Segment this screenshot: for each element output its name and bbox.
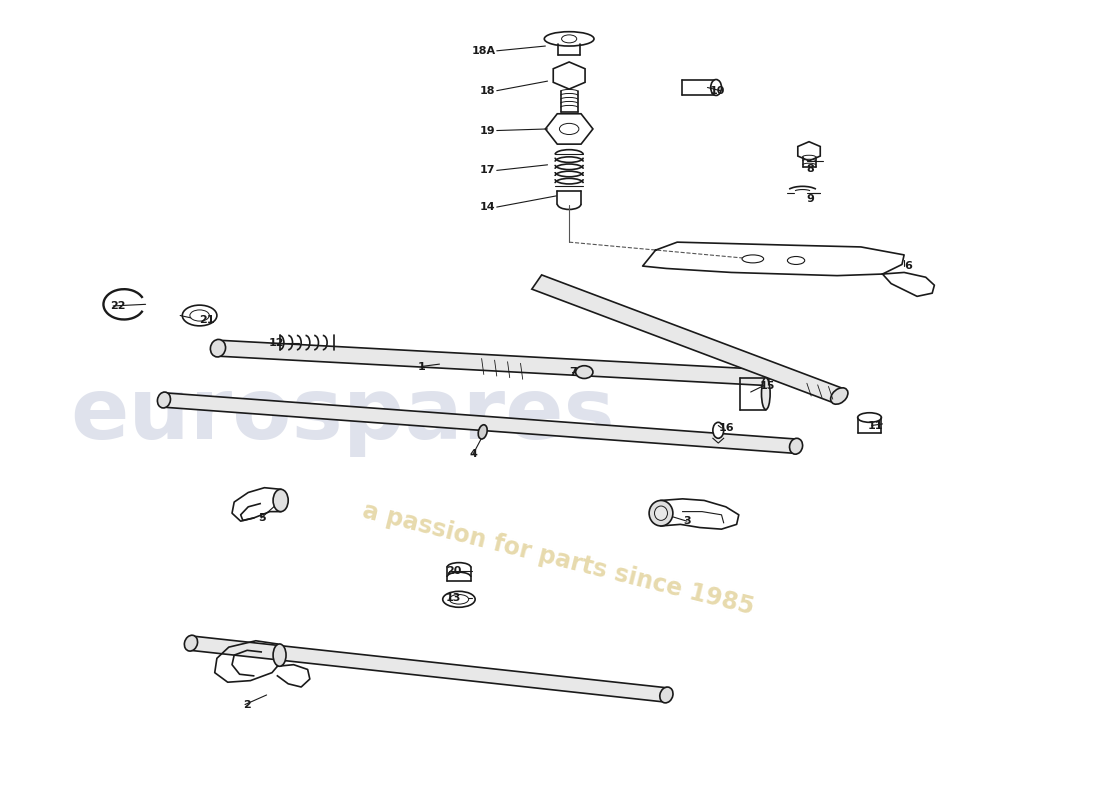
Text: 14: 14 (480, 202, 496, 212)
Text: eurospares: eurospares (69, 374, 615, 458)
Text: 9: 9 (807, 194, 815, 204)
Ellipse shape (544, 32, 594, 46)
Text: 4: 4 (470, 450, 477, 459)
Ellipse shape (575, 366, 593, 378)
Text: a passion for parts since 1985: a passion for parts since 1985 (360, 499, 757, 620)
Ellipse shape (273, 490, 288, 512)
Ellipse shape (830, 388, 848, 404)
Text: 20: 20 (446, 566, 461, 577)
Ellipse shape (210, 339, 225, 357)
Polygon shape (217, 340, 770, 386)
Text: 18: 18 (481, 86, 496, 96)
Ellipse shape (761, 378, 770, 410)
Text: 2: 2 (243, 699, 251, 710)
Ellipse shape (190, 310, 209, 321)
Text: 13: 13 (446, 593, 461, 602)
Ellipse shape (442, 591, 475, 607)
Text: 1: 1 (418, 362, 426, 371)
Ellipse shape (713, 422, 724, 438)
Text: 15: 15 (759, 381, 774, 390)
Text: 22: 22 (110, 301, 125, 311)
Text: 5: 5 (258, 513, 265, 523)
Ellipse shape (157, 392, 170, 408)
Ellipse shape (654, 506, 668, 520)
Ellipse shape (183, 305, 217, 326)
Ellipse shape (711, 79, 722, 95)
Text: 18A: 18A (472, 46, 496, 56)
Ellipse shape (788, 257, 805, 265)
Text: 8: 8 (807, 164, 815, 174)
Text: 10: 10 (710, 86, 725, 96)
Ellipse shape (858, 413, 881, 422)
Ellipse shape (649, 501, 673, 526)
Polygon shape (531, 275, 844, 403)
Text: 11: 11 (868, 421, 883, 430)
Text: 7: 7 (569, 367, 576, 377)
Polygon shape (189, 636, 668, 702)
Ellipse shape (562, 35, 576, 43)
Ellipse shape (449, 594, 469, 604)
Ellipse shape (185, 635, 198, 651)
Text: 12: 12 (268, 338, 284, 347)
Text: 3: 3 (684, 516, 691, 526)
Text: 21: 21 (199, 315, 216, 326)
Ellipse shape (790, 438, 803, 454)
Ellipse shape (660, 687, 673, 703)
Text: 6: 6 (904, 261, 912, 271)
Text: 19: 19 (480, 126, 496, 135)
Ellipse shape (560, 123, 579, 134)
Text: 16: 16 (718, 423, 734, 433)
Polygon shape (163, 393, 797, 454)
Ellipse shape (273, 644, 286, 666)
Ellipse shape (742, 255, 763, 263)
Ellipse shape (478, 425, 487, 439)
Text: 17: 17 (481, 166, 496, 175)
